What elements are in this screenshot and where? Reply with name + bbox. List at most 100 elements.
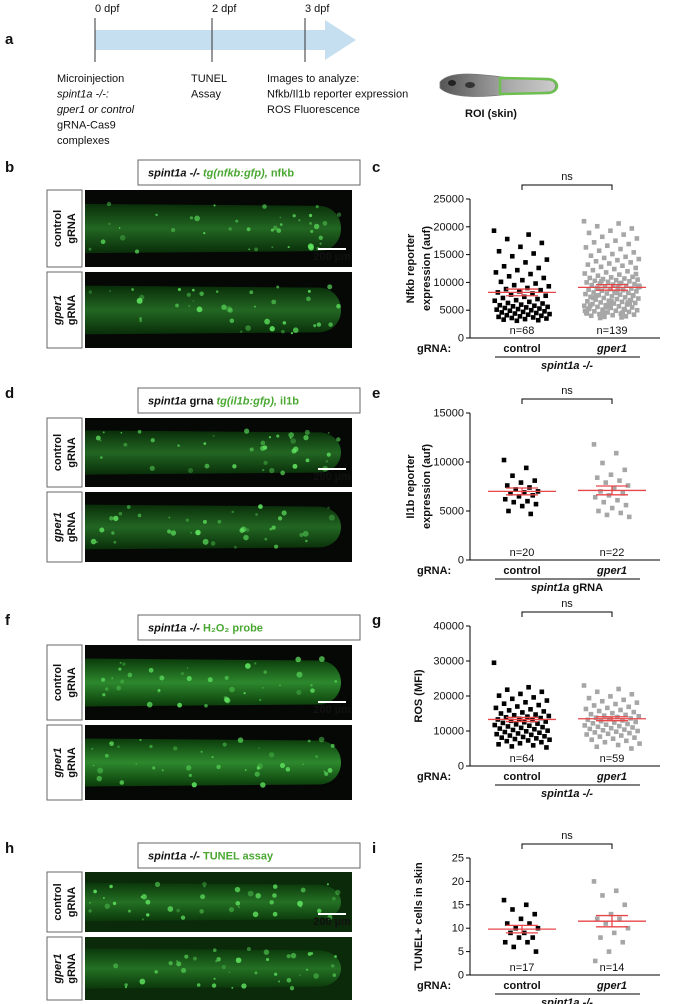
micrograph-spot xyxy=(258,504,263,509)
data-point xyxy=(602,739,608,745)
data-point xyxy=(592,309,597,314)
micrograph-spot xyxy=(113,540,117,544)
data-point xyxy=(509,253,515,259)
data-point xyxy=(511,282,517,288)
data-point xyxy=(547,311,552,317)
data-point xyxy=(521,294,527,300)
x-category-label: control xyxy=(503,565,540,577)
data-point xyxy=(626,241,632,247)
data-point xyxy=(506,508,511,514)
data-point xyxy=(547,737,552,743)
data-point xyxy=(515,306,521,312)
data-point xyxy=(497,726,503,731)
micrograph-spot xyxy=(221,965,226,970)
micrograph-spot xyxy=(228,227,232,231)
data-point xyxy=(513,487,519,492)
micrograph-spot xyxy=(272,893,277,898)
data-point xyxy=(494,307,499,312)
sem-bar xyxy=(596,914,628,928)
data-point xyxy=(606,949,612,954)
micrograph-spot xyxy=(254,971,258,975)
micrograph-spot xyxy=(278,980,281,983)
data-point xyxy=(582,308,588,314)
data-point xyxy=(508,491,513,496)
micrograph-spot xyxy=(292,214,296,218)
data-point xyxy=(629,286,634,291)
micrograph-spot xyxy=(302,530,309,537)
data-point xyxy=(586,287,591,292)
data-point xyxy=(538,287,543,293)
data-point xyxy=(594,223,600,229)
data-point xyxy=(512,311,518,316)
row-label: gRNA xyxy=(66,667,78,698)
micrograph-spot xyxy=(221,304,227,310)
data-point xyxy=(511,944,517,950)
data-point xyxy=(625,268,630,274)
micrograph-spot xyxy=(276,228,282,233)
data-point xyxy=(585,717,591,723)
panel-title: spint1a grna tg(il1b:gfp), il1b xyxy=(148,396,299,408)
micrograph-spot xyxy=(292,463,298,469)
micrograph-spot xyxy=(210,541,216,546)
micrograph-spot xyxy=(212,948,217,953)
data-point xyxy=(632,281,637,287)
row-label: control xyxy=(52,883,64,920)
x-category-label: gper1 xyxy=(596,343,627,355)
data-point xyxy=(592,958,598,964)
micrograph-spot xyxy=(173,746,178,751)
data-point xyxy=(621,232,626,237)
data-point xyxy=(590,301,595,307)
micrograph-spot xyxy=(215,290,219,293)
micrograph-spot xyxy=(92,764,95,767)
micrograph-spot xyxy=(330,743,335,748)
micrograph-spot xyxy=(253,305,256,308)
data-point xyxy=(545,728,550,733)
y-tick-label: 15 xyxy=(452,899,464,911)
data-point xyxy=(502,496,508,502)
micrograph-spot xyxy=(88,909,92,913)
data-point xyxy=(606,298,612,304)
micrograph-spot xyxy=(306,296,311,302)
data-point xyxy=(533,281,538,286)
y-tick-label: 5000 xyxy=(440,506,464,518)
data-point xyxy=(509,315,515,321)
data-point xyxy=(624,283,629,289)
micrograph-spot xyxy=(126,505,131,509)
data-point xyxy=(582,271,588,276)
data-point xyxy=(505,300,511,306)
micrograph-tissue xyxy=(85,882,341,922)
micrograph-spot xyxy=(120,679,125,684)
micrograph-spot xyxy=(307,952,312,956)
micrograph-spot xyxy=(189,216,194,220)
data-point xyxy=(519,503,525,509)
micrograph-spot xyxy=(222,742,227,747)
micrograph-spot xyxy=(271,246,274,249)
data-point xyxy=(634,288,639,294)
timeline-arrow xyxy=(95,20,356,60)
micrograph-spot xyxy=(315,204,319,209)
data-point xyxy=(634,700,640,705)
data-point xyxy=(534,736,539,741)
micrograph-spot xyxy=(276,285,280,289)
panel-title-part: spint1a -/- xyxy=(148,851,203,863)
data-point xyxy=(600,310,606,316)
micrograph-spot xyxy=(167,906,174,912)
micrograph-spot xyxy=(161,769,164,772)
x-prefix: gRNA: xyxy=(417,565,451,577)
data-point xyxy=(635,277,640,282)
data-point xyxy=(600,728,606,733)
data-point xyxy=(633,719,638,725)
micrograph-spot xyxy=(190,531,193,534)
panel-title-part: tg(il1b:gfp), xyxy=(216,396,276,408)
micrograph-spot xyxy=(256,766,261,770)
micrograph-spot xyxy=(195,529,201,536)
data-point xyxy=(632,735,637,740)
data-point xyxy=(609,505,615,511)
data-point xyxy=(583,291,588,297)
data-point xyxy=(527,921,532,926)
micrograph-spot xyxy=(111,531,115,535)
data-point xyxy=(605,243,610,249)
micrograph-spot xyxy=(118,667,122,671)
significance-label: ns xyxy=(561,830,573,842)
data-point xyxy=(544,316,549,321)
